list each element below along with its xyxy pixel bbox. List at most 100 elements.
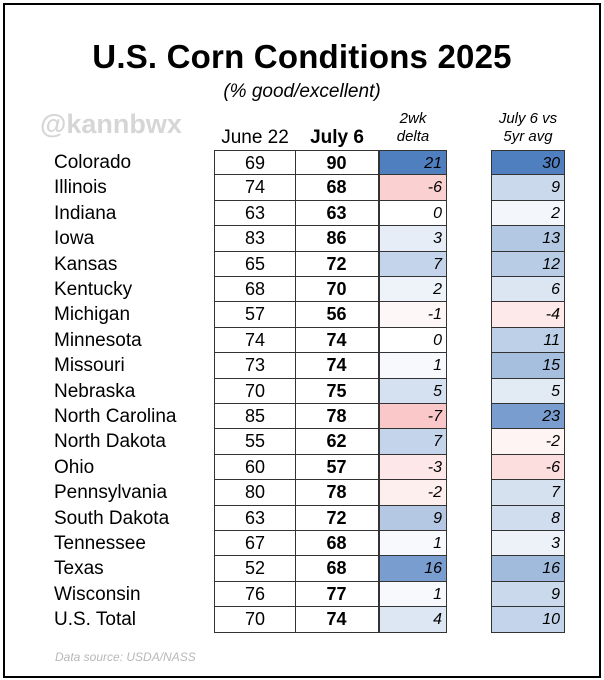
- state-label: Indiana: [54, 202, 117, 224]
- table-row: Kentucky 68 70 2 6: [0, 277, 604, 303]
- delta-cell: 5: [379, 378, 447, 404]
- table-row: Ohio 60 57 -3 -6: [0, 454, 604, 481]
- chart-frame: [3, 3, 601, 678]
- delta-cell: -2: [379, 480, 447, 506]
- vs-5yr-avg-cell: 7: [491, 480, 565, 506]
- june22-cell: 70: [214, 378, 296, 404]
- state-label: North Dakota: [54, 431, 166, 453]
- july6-cell: 86: [295, 226, 379, 252]
- state-label: North Carolina: [54, 406, 177, 427]
- july6-cell: 68: [295, 175, 379, 201]
- june22-cell: 80: [214, 480, 296, 506]
- vs-5yr-avg-cell: -2: [491, 429, 565, 455]
- state-label: Kansas: [54, 253, 118, 275]
- july6-cell: 74: [295, 607, 379, 633]
- table-row: Wisconsin 76 77 1 9: [0, 581, 604, 608]
- state-label: South Dakota: [54, 507, 170, 529]
- table-row: U.S. Total 70 74 4 10: [0, 607, 604, 633]
- chart-subtitle: (% good/excellent): [223, 81, 381, 102]
- table-row: North Carolina 85 78 -7 23: [0, 404, 604, 430]
- july6-cell: 78: [295, 480, 379, 506]
- june22-cell: 76: [214, 581, 296, 608]
- june22-cell: 85: [214, 404, 296, 430]
- july6-cell: 62: [295, 429, 379, 455]
- table-row: Illinois 74 68 -6 9: [0, 175, 604, 201]
- chart-title: U.S. Corn Conditions 2025: [92, 38, 512, 75]
- vs-5yr-avg-cell: 5: [491, 378, 565, 404]
- july6-cell: 72: [295, 251, 379, 277]
- july6-cell: 78: [295, 404, 379, 430]
- vs-5yr-avg-cell: 3: [491, 531, 565, 557]
- july6-cell: 90: [295, 150, 379, 176]
- table-row: Minnesota 74 74 0 11: [0, 327, 604, 354]
- state-label: Pennsylvania: [54, 482, 168, 504]
- delta-cell: 9: [379, 505, 447, 531]
- june22-cell: 83: [214, 226, 296, 252]
- delta-cell: 2: [379, 277, 447, 303]
- july6-cell: 57: [295, 454, 379, 481]
- vs-5yr-avg-cell: 12: [491, 251, 565, 277]
- june22-cell: 73: [214, 353, 296, 379]
- delta-cell: -7: [379, 404, 447, 430]
- june22-cell: 74: [214, 175, 296, 201]
- delta-cell: 7: [379, 251, 447, 277]
- state-label: Michigan: [54, 304, 131, 326]
- table-row: Missouri 73 74 1 15: [0, 353, 604, 379]
- delta-cell: -3: [379, 454, 447, 481]
- vs-5yr-avg-cell: 30: [491, 150, 565, 176]
- vs-5yr-avg-cell: -6: [491, 454, 565, 481]
- delta-cell: 7: [379, 429, 447, 455]
- column-header-june22: June 22: [221, 127, 289, 148]
- vs-5yr-avg-cell: 13: [491, 226, 565, 252]
- column-header-vs-5yr-avg-line2: 5yr avg: [503, 128, 553, 145]
- table-row: Indiana 63 63 0 2: [0, 200, 604, 227]
- column-header-2wk-delta: 2wk delta: [379, 110, 447, 146]
- vs-5yr-avg-cell: 16: [491, 556, 565, 582]
- vs-5yr-avg-cell: 6: [491, 277, 565, 303]
- june22-cell: 68: [214, 277, 296, 303]
- vs-5yr-avg-cell: 9: [491, 175, 565, 201]
- column-header-2wk-delta-line1: 2wk: [399, 110, 427, 127]
- vs-5yr-avg-cell: 2: [491, 200, 565, 227]
- june22-cell: 65: [214, 251, 296, 277]
- july6-cell: 74: [295, 327, 379, 354]
- delta-cell: 0: [379, 200, 447, 227]
- july6-cell: 63: [295, 200, 379, 227]
- july6-cell: 56: [295, 302, 379, 328]
- state-label: U.S. Total: [54, 609, 137, 631]
- vs-5yr-avg-cell: -4: [491, 302, 565, 328]
- delta-cell: 4: [379, 607, 447, 633]
- june22-cell: 67: [214, 531, 296, 557]
- table-row: South Dakota 63 72 9 8: [0, 505, 604, 531]
- state-label: Ohio: [54, 456, 95, 478]
- table-row: Nebraska 70 75 5 5: [0, 378, 604, 404]
- state-label: Kentucky: [54, 279, 133, 300]
- vs-5yr-avg-cell: 9: [491, 581, 565, 608]
- june22-cell: 70: [214, 607, 296, 633]
- july6-cell: 72: [295, 505, 379, 531]
- june22-cell: 63: [214, 200, 296, 227]
- state-label: Tennessee: [54, 533, 146, 554]
- june22-cell: 57: [214, 302, 296, 328]
- delta-cell: 1: [379, 353, 447, 379]
- state-label: Illinois: [54, 177, 107, 199]
- table-row: Iowa 83 86 3 13: [0, 226, 604, 252]
- table-row: Kansas 65 72 7 12: [0, 251, 604, 277]
- state-label: Colorado: [54, 152, 132, 173]
- column-header-vs-5yr-avg: July 6 vs 5yr avg: [490, 110, 566, 146]
- vs-5yr-avg-cell: 8: [491, 505, 565, 531]
- delta-cell: 3: [379, 226, 447, 252]
- delta-cell: 21: [379, 150, 447, 176]
- vs-5yr-avg-cell: 10: [491, 607, 565, 633]
- july6-cell: 75: [295, 378, 379, 404]
- vs-5yr-avg-cell: 23: [491, 404, 565, 430]
- column-header-2wk-delta-line2: delta: [396, 128, 430, 145]
- column-header-vs-5yr-avg-line1: July 6 vs: [498, 110, 558, 127]
- table-row: North Dakota 55 62 7 -2: [0, 429, 604, 455]
- table-row: Michigan 57 56 -1 -4: [0, 302, 604, 328]
- delta-cell: -1: [379, 302, 447, 328]
- july6-cell: 74: [295, 353, 379, 379]
- table-row: Texas 52 68 16 16: [0, 556, 604, 582]
- state-label: Iowa: [54, 228, 95, 250]
- june22-cell: 52: [214, 556, 296, 582]
